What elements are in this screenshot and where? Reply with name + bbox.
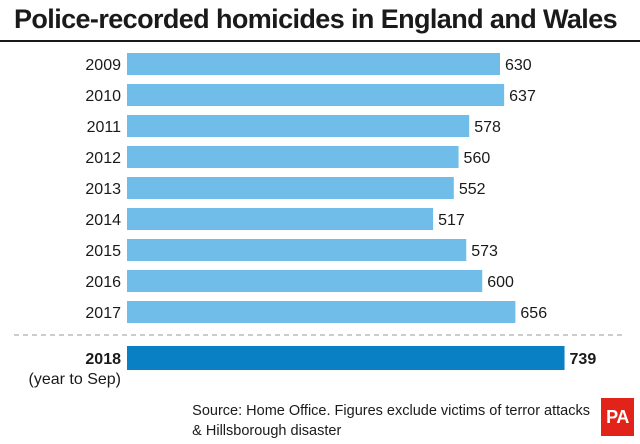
bar-2016 [127, 270, 483, 292]
value-label: 600 [487, 274, 514, 291]
value-label: 573 [471, 243, 498, 260]
chart-title: Police-recorded homicides in England and… [14, 4, 618, 34]
value-label: 739 [570, 351, 597, 368]
source-line-1: Source: Home Office. Figures exclude vic… [192, 403, 590, 419]
category-label: 2016 [85, 274, 121, 291]
value-label: 578 [474, 119, 501, 136]
category-label: 2009 [85, 57, 121, 74]
source-line-2: & Hillsborough disaster [192, 423, 342, 439]
category-label: 2015 [85, 243, 121, 260]
category-label: 2017 [85, 305, 121, 322]
bar-2015 [127, 239, 467, 261]
value-label: 656 [520, 305, 547, 322]
value-label: 560 [464, 150, 491, 167]
category-label: 2018 [85, 351, 121, 368]
bar-highlight-2018 [127, 346, 565, 370]
category-sublabel: (year to Sep) [29, 371, 121, 388]
category-label: 2010 [85, 88, 121, 105]
bar-2012 [127, 146, 459, 168]
value-label: 637 [509, 88, 536, 105]
bar-2014 [127, 208, 434, 230]
value-label: 517 [438, 212, 465, 229]
category-label: 2013 [85, 181, 121, 198]
bar-2011 [127, 115, 470, 137]
pa-logo: PA [601, 398, 634, 436]
category-label: 2011 [87, 119, 122, 136]
bar-2013 [127, 177, 454, 199]
bar-2010 [127, 84, 505, 106]
category-label: 2014 [85, 212, 121, 229]
bar-2009 [127, 53, 500, 75]
source-note: Source: Home Office. Figures exclude vic… [192, 401, 590, 441]
value-label: 552 [459, 181, 486, 198]
title-divider [0, 40, 640, 42]
category-label: 2012 [85, 150, 121, 167]
value-label: 630 [505, 57, 532, 74]
bar-2017 [127, 301, 516, 323]
